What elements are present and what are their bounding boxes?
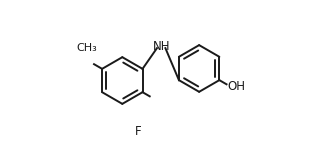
- Text: NH: NH: [152, 40, 170, 53]
- Text: OH: OH: [227, 80, 245, 93]
- Text: CH₃: CH₃: [76, 43, 97, 53]
- Text: F: F: [135, 125, 141, 138]
